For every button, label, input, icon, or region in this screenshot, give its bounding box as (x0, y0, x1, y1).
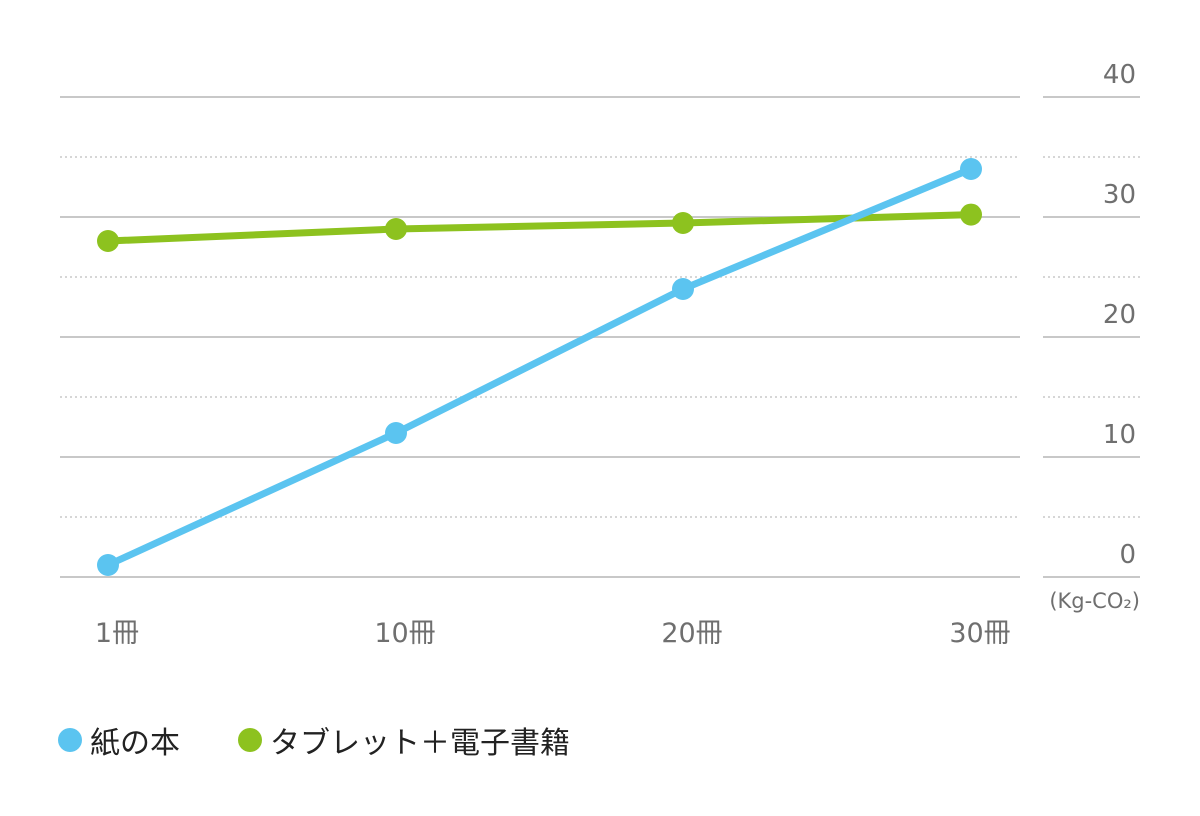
x-tick-label: 1冊 (95, 618, 139, 649)
data-point (672, 278, 694, 300)
legend-label-paper-book: 紙の本 (90, 726, 180, 761)
data-point (97, 230, 119, 252)
y-tick-label: 0 (1119, 540, 1136, 570)
x-axis-ticks: 1冊 10冊 20冊 30冊 (95, 618, 1011, 649)
y-tick-label: 30 (1103, 180, 1136, 210)
x-tick-label: 20冊 (661, 618, 722, 649)
legend-item-tablet-ebook: タブレット＋電子書籍 (238, 718, 570, 762)
x-tick-label: 10冊 (374, 618, 435, 649)
y-tick-label: 20 (1103, 300, 1136, 330)
data-point (960, 158, 982, 180)
data-point (672, 212, 694, 234)
data-point (385, 218, 407, 240)
legend: 紙の本 タブレット＋電子書籍 (58, 718, 628, 762)
y-axis-ticks: 0 10 20 30 40 (1103, 60, 1136, 570)
series-line (104, 165, 975, 569)
data-point (385, 422, 407, 444)
data-point (97, 554, 119, 576)
x-tick-label: 30冊 (949, 618, 1010, 649)
legend-label-tablet-ebook: タブレット＋電子書籍 (270, 726, 570, 761)
legend-item-paper-book: 紙の本 (58, 718, 180, 762)
y-tick-label: 10 (1103, 420, 1136, 450)
y-tick-label: 40 (1103, 60, 1136, 90)
series-group (97, 158, 982, 576)
y-axis-unit-label: (Kg-CO₂) (1049, 589, 1140, 613)
legend-marker-paper-book (58, 728, 82, 752)
data-point (960, 203, 982, 226)
series-line (104, 211, 975, 245)
legend-marker-tablet-ebook (238, 728, 262, 752)
